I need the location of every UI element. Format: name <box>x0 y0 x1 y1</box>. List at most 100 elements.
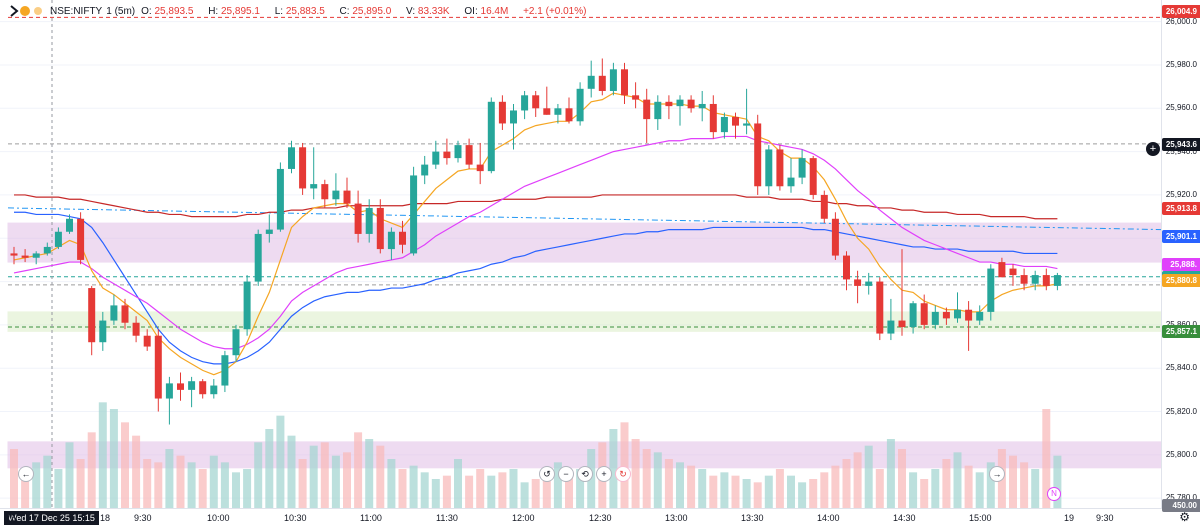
candle-body <box>88 288 96 343</box>
volume-bar <box>387 459 396 509</box>
time-tick-label: 9:30 <box>134 513 152 523</box>
candle-body <box>188 381 196 390</box>
scroll-left-button[interactable]: ← <box>18 466 34 482</box>
candle-body <box>232 329 240 356</box>
price-axis[interactable]: 26,000.0 25,980.0 25,960.0 25,940.0 25,920.0… <box>1161 0 1200 527</box>
symbol-name[interactable]: NSE:NIFTY <box>50 5 103 17</box>
candle-body <box>831 218 839 256</box>
volume-bar <box>620 422 629 509</box>
status-dot-icon <box>20 6 30 16</box>
interval-label[interactable]: 1 (5m) <box>106 5 136 17</box>
zoom-out-button[interactable]: − <box>558 466 574 482</box>
volume-bar <box>98 402 107 509</box>
volume-bar <box>165 449 174 509</box>
volume-bar <box>254 442 263 509</box>
zoom-in-button[interactable]: + <box>596 466 612 482</box>
time-tick-label: 15:00 <box>969 513 992 523</box>
candle-body <box>843 255 850 280</box>
time-tick-label: 11:00 <box>360 513 382 523</box>
volume-bar <box>820 472 829 509</box>
volume-bar <box>331 455 340 509</box>
settings-gear-icon[interactable]: ⚙ <box>1179 510 1190 524</box>
candle-body <box>743 123 751 126</box>
volume-bar <box>687 465 696 509</box>
volume-bar <box>498 472 507 509</box>
redo-button[interactable]: ↻ <box>615 466 631 482</box>
volume-bar <box>709 475 718 509</box>
candle-body <box>865 281 873 286</box>
volume-bar <box>676 462 684 509</box>
time-tick-label: 10:30 <box>284 513 307 523</box>
scroll-right-button[interactable]: → <box>989 466 1005 482</box>
add-alert-button[interactable]: + <box>1146 142 1160 156</box>
candle-body <box>110 305 118 321</box>
reset-view-button[interactable]: ⟲ <box>577 466 593 482</box>
volume-bar <box>931 469 940 509</box>
candle-body <box>21 255 29 258</box>
candle-body <box>720 116 728 133</box>
candle-body <box>443 151 451 159</box>
candlestick-chart[interactable] <box>0 0 1162 509</box>
candle-body <box>43 246 51 254</box>
candle-body <box>454 145 462 159</box>
candle-body <box>598 75 606 91</box>
candle-body <box>143 335 151 347</box>
volume-bar <box>54 469 63 509</box>
price-tick-label: 25,960.0 <box>1165 103 1197 113</box>
volume-bar <box>531 479 540 509</box>
crosshair-date-label: Wed 17 Dec 25 15:15 <box>4 511 99 525</box>
volume-bar <box>198 469 207 509</box>
zone-resistance <box>7 222 1162 263</box>
volume-bar <box>631 439 640 509</box>
candle-body <box>621 69 628 96</box>
volume-bar <box>309 445 318 509</box>
volume-bar <box>775 469 784 509</box>
volume-bar <box>243 469 252 509</box>
price-tag-label: 25,857.1 <box>1162 325 1200 339</box>
volume-bar <box>520 482 529 509</box>
candle-body <box>510 110 517 124</box>
candle-body <box>77 218 85 260</box>
time-tick-label: 13:30 <box>741 513 764 523</box>
volume-bar <box>664 459 673 509</box>
candle-body <box>321 184 329 200</box>
candle-body <box>221 355 229 386</box>
time-axis[interactable]: Wed 17 Dec 25 15:15 15 18 9:30 10:00 10:30 11… <box>0 508 1162 527</box>
candle-body <box>1053 275 1061 286</box>
volume-bar <box>176 455 185 509</box>
volume-bar <box>10 449 18 509</box>
market-dot-icon <box>34 7 42 15</box>
ohlc-values: O: 25,893.5 H: 25,895.1 L: 25,883.5 C: 2… <box>141 5 587 17</box>
price-tick-label: 25,980.0 <box>1165 59 1197 69</box>
volume-bar <box>542 472 551 509</box>
trend-line <box>7 207 1162 231</box>
candle-body <box>732 116 739 126</box>
volume-bar <box>964 465 973 509</box>
volume-bar <box>764 475 773 509</box>
chevron-right-icon[interactable] <box>8 4 20 18</box>
candle-body <box>687 99 695 109</box>
ema-fast-line <box>13 92 1058 376</box>
volume-bar <box>1053 455 1062 509</box>
candle-body <box>421 164 429 176</box>
volume-bar <box>487 475 496 509</box>
volume-bar <box>653 452 662 509</box>
candle-body <box>787 177 795 187</box>
volume-bar <box>731 475 740 509</box>
undo-button[interactable]: ↺ <box>539 466 555 482</box>
volume-bar <box>398 469 407 509</box>
price-tick-label: 25,780.0 <box>1165 493 1197 503</box>
volume-bar <box>287 435 296 509</box>
candle-body <box>121 305 129 323</box>
candle-body <box>332 190 340 200</box>
price-tick-label: 25,940.0 <box>1165 146 1197 156</box>
volume-bar <box>787 475 795 509</box>
news-badge[interactable]: N <box>1047 487 1061 501</box>
zone-volume-band <box>7 441 1162 469</box>
candle-body <box>543 108 551 115</box>
volume-bar <box>320 442 329 509</box>
candle-body <box>765 149 773 187</box>
volume-bar <box>942 459 951 509</box>
volume-bar <box>220 462 229 509</box>
